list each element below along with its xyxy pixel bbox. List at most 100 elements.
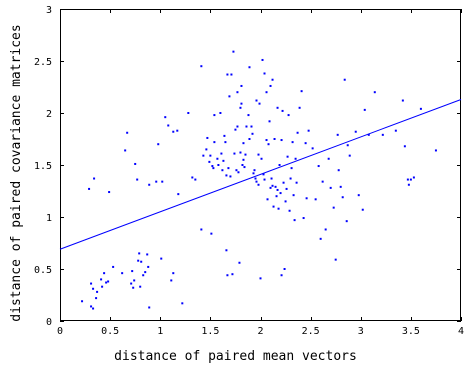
data-point xyxy=(221,169,224,172)
y-axis-title: distance of paired covariance matrices xyxy=(9,24,24,321)
data-point xyxy=(93,177,96,180)
data-point xyxy=(285,187,288,190)
data-point xyxy=(142,274,145,277)
regression-line xyxy=(59,99,462,250)
data-point xyxy=(258,102,261,105)
data-point xyxy=(292,194,295,197)
data-point xyxy=(148,183,151,186)
data-point xyxy=(314,198,317,201)
data-point xyxy=(90,305,93,308)
data-point xyxy=(311,147,314,150)
data-point xyxy=(239,106,242,109)
data-point xyxy=(226,73,229,76)
data-point xyxy=(240,84,243,87)
data-point xyxy=(295,181,298,184)
data-point xyxy=(257,153,260,156)
data-point xyxy=(267,143,270,146)
data-point xyxy=(282,181,285,184)
data-point xyxy=(339,185,342,188)
data-point xyxy=(181,302,184,305)
data-point xyxy=(283,268,286,270)
data-point xyxy=(265,139,268,142)
data-point xyxy=(108,191,111,194)
data-point xyxy=(206,136,209,139)
y-tick-label: 0 xyxy=(46,317,52,328)
data-point xyxy=(134,162,137,165)
data-point xyxy=(284,200,287,203)
data-point xyxy=(270,177,273,180)
data-point xyxy=(329,186,332,189)
data-point xyxy=(307,129,310,132)
data-point xyxy=(139,285,142,288)
data-point xyxy=(105,281,108,284)
data-point xyxy=(177,193,180,196)
data-point xyxy=(255,99,258,102)
data-point xyxy=(148,306,151,309)
data-point xyxy=(164,116,167,119)
data-point xyxy=(95,297,98,300)
data-point xyxy=(242,142,245,145)
data-point xyxy=(254,177,257,180)
data-point xyxy=(250,125,253,128)
data-point xyxy=(213,114,216,117)
data-point xyxy=(216,157,219,160)
data-point xyxy=(248,138,251,140)
data-point xyxy=(357,194,360,197)
data-point xyxy=(172,130,175,133)
data-point xyxy=(205,148,208,151)
data-point xyxy=(217,164,220,166)
data-point xyxy=(252,172,255,175)
data-point xyxy=(367,133,370,136)
data-point xyxy=(138,252,141,255)
data-point xyxy=(146,253,149,256)
data-point xyxy=(269,84,272,87)
data-point xyxy=(363,108,366,111)
data-point xyxy=(294,157,297,160)
data-point xyxy=(289,177,292,180)
data-point xyxy=(191,176,194,179)
data-point xyxy=(231,273,234,276)
data-point xyxy=(269,186,272,189)
data-point xyxy=(341,196,344,199)
x-tick-label: 4 xyxy=(458,326,464,337)
data-point xyxy=(236,125,239,128)
data-point xyxy=(261,58,264,61)
data-point xyxy=(242,158,245,161)
data-point xyxy=(277,207,280,210)
y-tick-label: 2 xyxy=(46,109,52,120)
data-point xyxy=(112,265,115,268)
data-point xyxy=(200,228,203,231)
data-point xyxy=(155,180,158,183)
data-point xyxy=(235,169,238,172)
data-point xyxy=(257,183,260,186)
data-point xyxy=(130,282,133,285)
data-point xyxy=(251,132,254,135)
data-point xyxy=(259,277,262,280)
data-point xyxy=(232,50,235,53)
data-point xyxy=(373,91,376,94)
data-point xyxy=(137,259,140,262)
data-point xyxy=(241,164,244,166)
data-point xyxy=(157,143,160,146)
data-point xyxy=(126,131,129,134)
data-point xyxy=(255,180,258,183)
data-points xyxy=(81,50,437,310)
data-point xyxy=(244,153,247,156)
data-point xyxy=(280,139,283,142)
data-point xyxy=(281,109,284,112)
data-point xyxy=(160,257,163,260)
data-point xyxy=(140,260,143,263)
data-point xyxy=(202,154,205,157)
x-tick-label: 1 xyxy=(157,326,163,337)
data-point xyxy=(394,129,397,132)
data-point xyxy=(194,178,197,181)
y-tick-label: 3 xyxy=(46,5,52,16)
x-axis-title: distance of paired mean vectors xyxy=(114,349,357,364)
data-point xyxy=(290,167,293,170)
data-point xyxy=(225,174,228,177)
data-point xyxy=(90,282,93,285)
data-point xyxy=(236,91,239,94)
x-tick-label: 2 xyxy=(257,326,263,337)
x-tick-label: 3.5 xyxy=(402,326,420,337)
data-point xyxy=(131,270,134,273)
